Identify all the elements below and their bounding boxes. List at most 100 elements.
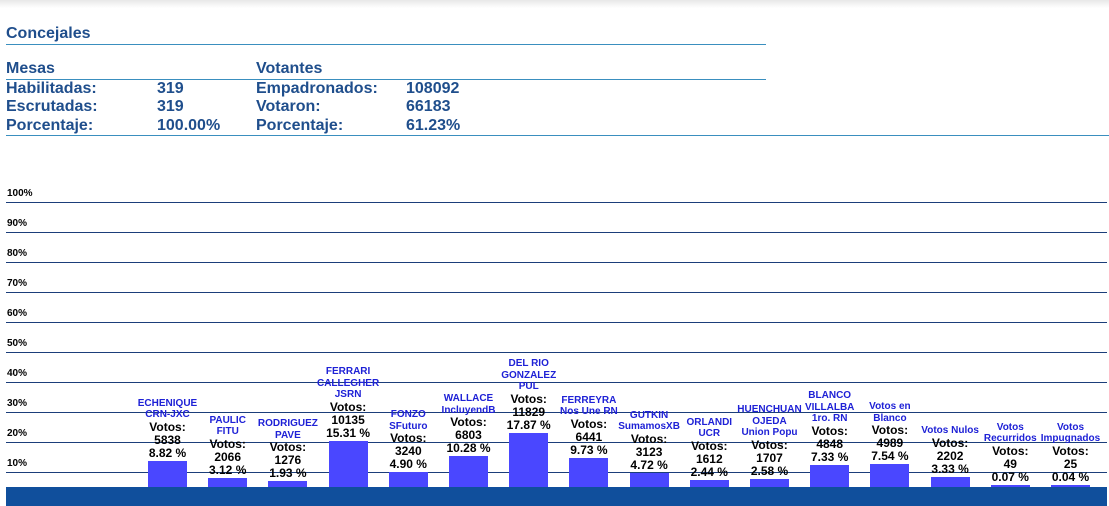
- page-title: Concejales: [6, 25, 91, 42]
- summary-divider: [6, 135, 1109, 136]
- party-name: Impugnados: [1040, 433, 1101, 444]
- votes-caption: Votos:: [992, 443, 1029, 458]
- bar-label: FERREYRA Nos Une RN Votos: 6441 9.73 %: [551, 395, 627, 457]
- party-name: FERRARI: [325, 366, 371, 378]
- party-name: PUL: [518, 381, 539, 393]
- bar-label: FERRARI CALLEGHER JSRN Votos: 10135 15.31 %: [310, 366, 386, 440]
- bar: [629, 472, 669, 487]
- party-name: UCR: [698, 428, 721, 440]
- bar: [1051, 484, 1090, 487]
- bar: [810, 465, 850, 487]
- votes-count: 6441: [575, 429, 603, 444]
- bar: [268, 481, 308, 487]
- gridline: [6, 262, 1107, 263]
- percent-label: 10.28 %: [446, 441, 491, 456]
- votes-count: 11829: [512, 404, 546, 419]
- mesas-habilitadas-value: 319: [157, 80, 184, 97]
- party-name: CALLEGHER: [316, 377, 380, 389]
- votes-caption: Votos:: [1052, 443, 1089, 458]
- party-name: CRN-JXC: [145, 409, 190, 421]
- gridline: [6, 382, 1107, 383]
- bar-label: GUTKIN SumamosXB Votos: 3123 4.72 %: [611, 410, 687, 472]
- votes-count: 1707: [756, 450, 783, 465]
- party-name: Nos Une RN: [559, 406, 618, 418]
- votes-caption: Votos:: [630, 431, 668, 446]
- party-name: GUTKIN: [629, 409, 669, 421]
- bar-label: DEL RIO GONZALEZ PUL Votos: 11829 17.87 %: [491, 358, 567, 432]
- mesas-porcentaje-label: Porcentaje:: [6, 117, 94, 134]
- percent-label: 17.87 %: [506, 417, 551, 432]
- party-name: SumamosXB: [618, 421, 680, 433]
- bar: [990, 484, 1030, 487]
- bar: [750, 479, 789, 487]
- votes-caption: Votos:: [691, 438, 728, 453]
- party-name: BLANCO: [808, 390, 852, 401]
- y-tick-label: 90%: [7, 218, 28, 229]
- votantes-empadronados-label: Empadronados:: [256, 80, 378, 97]
- votantes-votaron-label: Votaron:: [256, 98, 321, 115]
- party-name: SFuturo: [389, 420, 428, 432]
- percent-label: 0.04 %: [1051, 469, 1090, 484]
- percent-label: 7.54 %: [871, 449, 909, 464]
- party-name: Votos: [1056, 421, 1085, 433]
- bar: [509, 433, 549, 487]
- results-bar-chart: 100% 90% 80% 70% 60% 50% 40% 30% 20% 10% ECHENIQUE…: [0, 170, 1109, 506]
- party-name: OJEDA: [752, 415, 787, 427]
- percent-label: 8.82 %: [148, 445, 187, 460]
- gridline: [6, 412, 1107, 413]
- bar: [449, 456, 488, 487]
- bar: [870, 464, 910, 487]
- y-tick-label: 10%: [7, 458, 28, 469]
- percent-label: 3.33 %: [931, 461, 969, 476]
- votes-count: 5838: [154, 432, 181, 447]
- section-divider: [6, 79, 766, 80]
- votes-caption: Votos:: [329, 399, 367, 414]
- y-tick-label: 20%: [7, 428, 28, 439]
- party-name: RODRIGUEZ: [257, 418, 318, 430]
- bar: [930, 477, 970, 487]
- bar-label: PAULIC FITU Votos: 2066 3.12 %: [190, 415, 266, 477]
- votes-count: 10135: [331, 412, 365, 427]
- bar-label: BLANCO VILLALBA 1ro. RN Votos: 4848 7.33 %: [792, 390, 868, 464]
- party-name: Votos: [996, 421, 1024, 433]
- y-tick-label: 100%: [7, 188, 33, 199]
- bar-label: ECHENIQUE CRN-JXC Votos: 5838 8.82 %: [130, 398, 206, 460]
- party-name: VILLALBA: [804, 401, 855, 413]
- votantes-porcentaje-label: Porcentaje:: [256, 117, 344, 134]
- percent-label: 3.12 %: [209, 462, 247, 477]
- bar: [148, 460, 187, 487]
- bar-label: Votos Nulos Votos: 2202 3.33 %: [912, 425, 988, 476]
- votes-count: 25: [1063, 456, 1078, 471]
- votes-caption: Votos:: [811, 423, 848, 438]
- votes-caption: Votos:: [390, 431, 427, 446]
- mesas-habilitadas-label: Habilitadas:: [6, 80, 97, 97]
- percent-label: 0.07 %: [991, 469, 1029, 484]
- party-name: FERREYRA: [561, 394, 617, 406]
- bar-label: RODRIGUEZ PAVE Votos: 1276 1.93 %: [250, 418, 326, 480]
- votantes-porcentaje-value: 61.23%: [406, 117, 461, 134]
- percent-label: 1.93 %: [269, 466, 307, 481]
- percent-label: 9.73 %: [570, 442, 608, 457]
- party-name: Votos en: [869, 401, 911, 413]
- party-name: WALLACE: [443, 393, 494, 405]
- votes-count: 4989: [876, 436, 904, 451]
- party-name: PAULIC: [209, 414, 246, 426]
- votes-caption: Votos:: [570, 416, 608, 431]
- party-name: HUENCHUAN: [737, 404, 802, 416]
- bar-label: Votos Impugnados Votos: 25 0.04 %: [1033, 422, 1109, 484]
- percent-label: 4.90 %: [389, 457, 427, 472]
- votes-caption: Votos:: [450, 415, 487, 430]
- chart-footer-bar: [6, 487, 1107, 506]
- y-tick-label: 70%: [7, 278, 28, 289]
- gridline: [6, 472, 1107, 473]
- votes-count: 1612: [695, 451, 723, 466]
- votes-caption: Votos:: [871, 423, 909, 438]
- y-tick-label: 40%: [7, 368, 28, 379]
- party-name: GONZALEZ: [501, 369, 557, 381]
- votes-count: 1276: [274, 453, 302, 468]
- party-name: ECHENIQUE: [137, 397, 198, 409]
- gridline: [6, 232, 1107, 233]
- votes-count: 3240: [394, 444, 422, 459]
- party-name: Union Popu: [741, 427, 798, 439]
- bar: [689, 479, 729, 487]
